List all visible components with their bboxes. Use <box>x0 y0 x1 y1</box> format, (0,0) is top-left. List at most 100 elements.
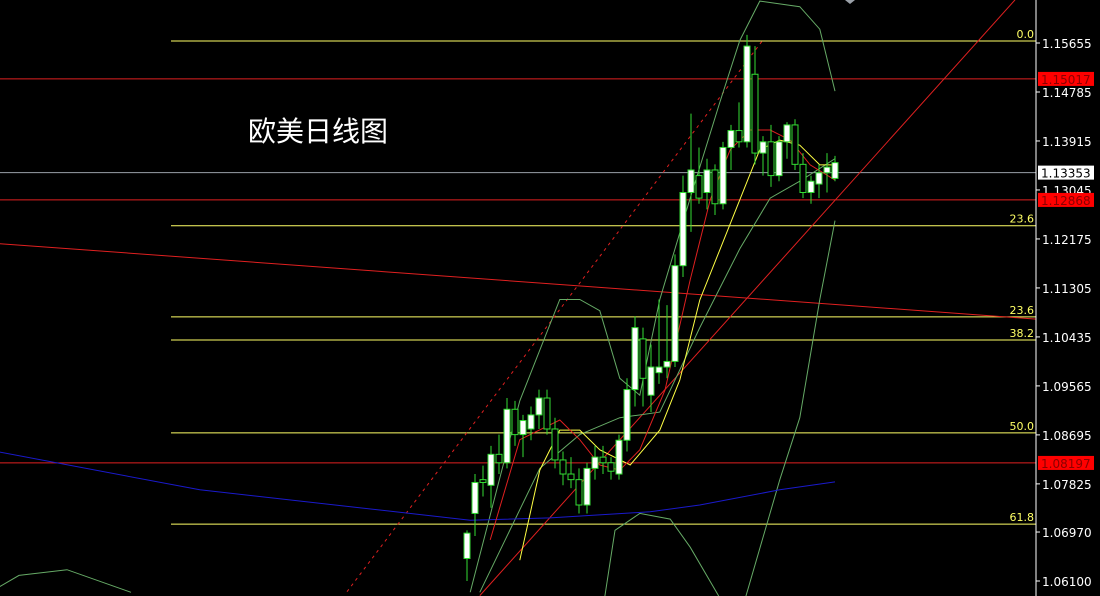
candle <box>775 136 783 182</box>
candle <box>567 457 575 489</box>
candle <box>807 175 815 204</box>
candle <box>615 434 623 480</box>
bull-candle-body <box>583 467 591 506</box>
bull-candle-body <box>719 146 727 205</box>
bull-candle-body <box>759 141 767 154</box>
candle <box>639 327 647 407</box>
bull-candle-body <box>775 141 783 177</box>
candle <box>783 122 791 159</box>
bear-candle-body <box>575 479 583 506</box>
price-tick-label: 1.11305 <box>1042 282 1092 296</box>
candle <box>735 102 743 148</box>
candle <box>487 445 495 508</box>
price-tick-label: 1.12175 <box>1042 233 1092 247</box>
dotted-trendline <box>346 39 764 593</box>
bear-candle-body <box>543 397 551 430</box>
candle <box>631 316 639 407</box>
price-tick-label: 1.06970 <box>1042 526 1092 540</box>
candle <box>495 434 503 475</box>
bull-candle-body <box>591 456 599 469</box>
fib-level-label: 0.0 <box>1017 28 1035 41</box>
candle <box>543 389 551 435</box>
level-price-label: 1.08197 <box>1041 457 1091 471</box>
candle <box>655 299 663 384</box>
bull-candle-body <box>663 360 671 368</box>
bear-candle-body <box>567 473 575 481</box>
candle <box>479 465 487 497</box>
lower-band-1-line <box>604 512 720 596</box>
bull-candle-body <box>727 130 735 148</box>
candle <box>647 344 655 413</box>
candle <box>671 254 679 368</box>
candle <box>759 136 767 176</box>
candle <box>511 400 519 446</box>
bear-candle-body <box>711 169 719 205</box>
bull-candle-body <box>463 532 471 559</box>
current-price-label-box <box>1038 165 1094 180</box>
candle <box>471 474 479 536</box>
trendline <box>479 0 1016 596</box>
fib-level-label: 23.6 <box>1010 304 1035 317</box>
level-price-label-box <box>1038 192 1094 207</box>
bull-candle-body <box>783 124 791 143</box>
bear-candle-body <box>751 73 759 154</box>
ma-long-line <box>0 451 836 521</box>
lower-band-2-line <box>745 220 836 596</box>
bear-candle-body <box>495 453 503 464</box>
bull-candle-body <box>647 366 655 396</box>
upper-band-early-line <box>0 569 132 593</box>
upper-band-line <box>469 0 836 593</box>
level-price-label: 1.12868 <box>1041 194 1091 208</box>
bull-candle-body <box>615 439 623 475</box>
candle <box>599 445 607 475</box>
bull-candle-body <box>503 408 511 464</box>
bear-candle-body <box>607 462 615 472</box>
candle <box>711 164 719 216</box>
candle <box>575 468 583 514</box>
bull-candle-body <box>623 389 631 441</box>
bull-candle-body <box>487 453 495 486</box>
bull-candle-body <box>655 366 663 374</box>
current-price-label: 1.13353 <box>1041 167 1091 181</box>
candle <box>679 175 687 277</box>
candle <box>623 378 631 452</box>
candle <box>519 414 527 458</box>
candle <box>727 124 735 170</box>
fib-level-label: 50.0 <box>1010 420 1035 433</box>
bear-candle-body <box>599 456 607 464</box>
bull-candle-body <box>807 180 815 193</box>
bull-candle-body <box>527 414 535 430</box>
candle <box>719 141 727 210</box>
bull-candle-body <box>687 169 695 193</box>
level-price-label-box <box>1038 455 1094 470</box>
scroll-marker-icon <box>845 0 855 4</box>
fib-level-label: 38.2 <box>1010 327 1035 340</box>
candle <box>463 530 471 582</box>
candle <box>799 153 807 199</box>
chart-title: 欧美日线图 <box>248 115 389 148</box>
candle <box>535 389 543 429</box>
candle <box>695 147 703 204</box>
price-tick-label: 1.10435 <box>1042 331 1092 345</box>
bear-candle-body <box>695 175 703 199</box>
bull-candle-body <box>679 191 687 267</box>
bear-candle-body <box>559 459 567 475</box>
candle <box>751 46 759 165</box>
price-tick-label: 1.07825 <box>1042 478 1092 492</box>
bull-candle-body <box>743 45 751 143</box>
bull-candle-body <box>535 397 543 416</box>
bull-candle-body <box>671 265 679 362</box>
candle <box>831 155 839 182</box>
candle <box>815 164 823 199</box>
candle <box>703 158 711 210</box>
middle-band-line <box>479 158 836 593</box>
candle <box>687 113 695 232</box>
bull-candle-body <box>823 166 831 174</box>
candle <box>743 34 751 148</box>
price-tick-label: 1.15655 <box>1042 37 1092 51</box>
price-tick-label: 1.13915 <box>1042 135 1092 149</box>
bull-candle-body <box>471 481 479 514</box>
